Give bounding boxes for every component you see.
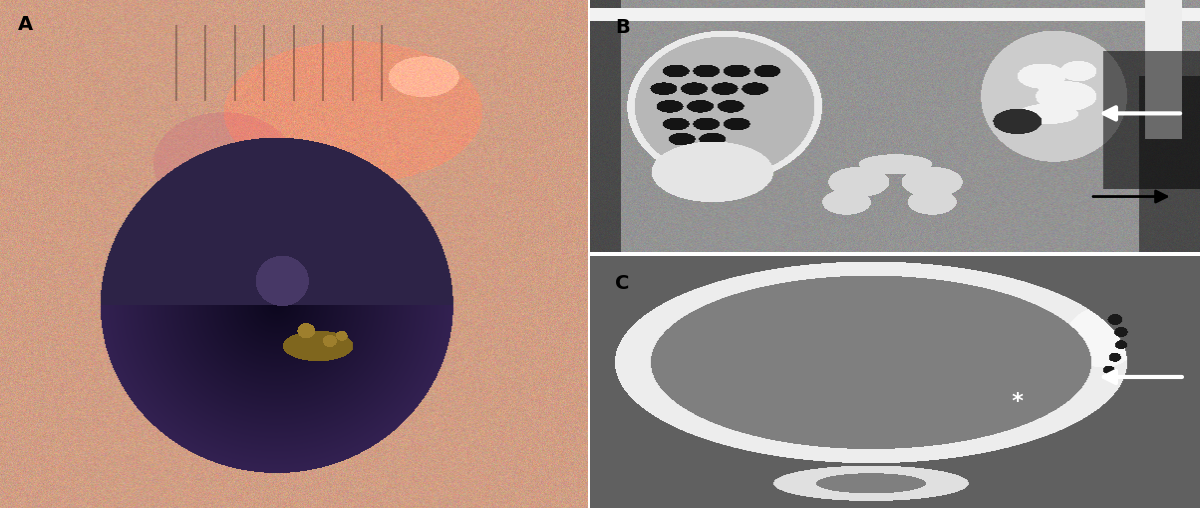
Text: B: B	[614, 18, 630, 37]
Text: *: *	[1012, 392, 1022, 412]
Text: C: C	[614, 274, 629, 293]
Text: A: A	[18, 15, 32, 34]
